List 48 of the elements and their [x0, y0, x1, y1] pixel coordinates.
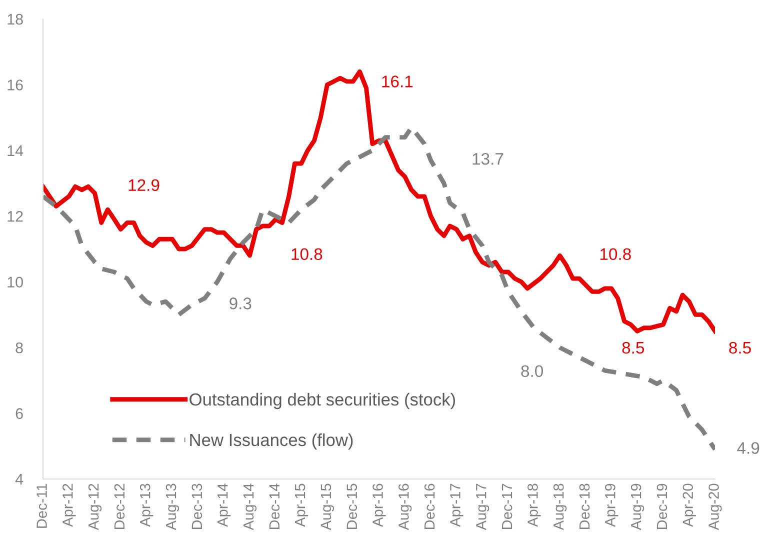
line-series — [43, 69, 715, 334]
annotation: 16.1 — [382, 76, 413, 88]
x-tick-label: Aug-20 — [708, 484, 722, 530]
x-tick-label: Apr-16 — [372, 484, 386, 527]
x-tick-label: Dec-11 — [36, 484, 47, 528]
x-tick-label: Aug-13 — [166, 484, 180, 530]
annotation: 8.0 — [521, 365, 543, 378]
x-tick-label: Apr-17 — [450, 484, 464, 527]
y-tick-label: 10 — [8, 276, 23, 288]
annotation: 8.5 — [729, 342, 751, 354]
legend-label: Outstanding debt securities (stock) — [190, 392, 455, 410]
x-tick-label: Apr-12 — [62, 484, 76, 527]
y-tick-label: 18 — [8, 14, 23, 25]
annotation: 8.5 — [622, 342, 644, 354]
annotation: 4.9 — [737, 442, 760, 454]
x-tick-label: Dec-14 — [269, 484, 280, 529]
x-tick-label: Aug-15 — [320, 484, 334, 530]
annotation: 10.8 — [292, 248, 322, 260]
x-tick-label: Dec-12 — [114, 484, 125, 529]
x-tick-label: Aug-17 — [476, 484, 490, 530]
y-tick-label: 4 — [15, 474, 24, 485]
x-tick-label: Apr-19 — [605, 484, 618, 527]
x-tick-label: Dec-19 — [656, 484, 668, 529]
x-tick-label: Apr-18 — [528, 484, 541, 527]
x-tick-label: Dec-15 — [346, 484, 358, 529]
x-tick-label: Aug-18 — [553, 484, 567, 530]
y-tick-label: 16 — [8, 80, 23, 90]
x-tick-label: Apr-20 — [682, 484, 696, 527]
annotation: 10.8 — [600, 248, 631, 260]
y-tick-label: 6 — [16, 408, 23, 419]
x-tick-label: Dec-18 — [579, 484, 590, 529]
x-tick-label: Apr-14 — [218, 484, 231, 527]
x-tick-label: Aug-14 — [243, 484, 257, 530]
x-tick-label: Apr-13 — [140, 484, 154, 527]
annotation: 12.9 — [128, 179, 160, 192]
x-tick-label: Aug-19 — [630, 484, 644, 530]
x-tick-label: Dec-13 — [192, 484, 202, 529]
x-tick-label: Dec-17 — [502, 484, 512, 529]
x-tick-label: Aug-12 — [88, 484, 102, 530]
y-tick-label: 8 — [16, 342, 23, 354]
annotation: 9.3 — [230, 298, 252, 310]
y-tick-label: 14 — [8, 145, 24, 156]
x-tick-label: Dec-16 — [424, 484, 435, 529]
annotation: 13.7 — [472, 152, 504, 165]
y-tick-label: 12 — [8, 211, 23, 222]
x-tick-label: Apr-15 — [295, 484, 308, 527]
x-tick-label: Aug-16 — [398, 484, 412, 530]
legend-label: New Issuances (flow) — [190, 433, 353, 450]
